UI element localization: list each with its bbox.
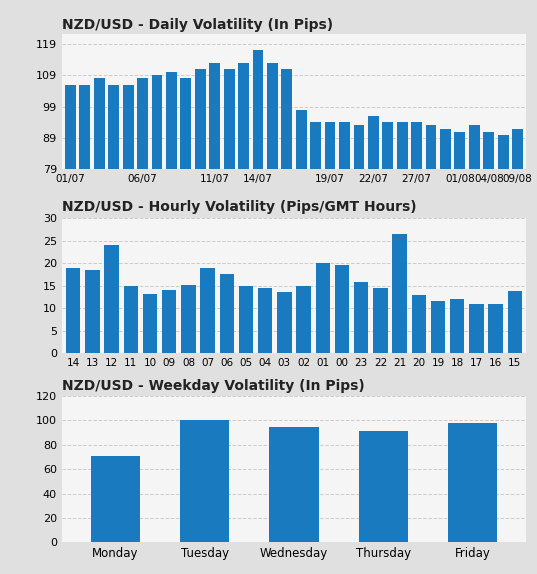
Bar	[166, 72, 177, 417]
Bar	[220, 274, 234, 353]
Bar	[94, 79, 105, 417]
Bar	[180, 79, 191, 417]
Bar	[281, 69, 292, 417]
Bar	[200, 267, 215, 353]
Bar	[296, 110, 307, 417]
Bar	[450, 299, 465, 353]
Bar	[426, 125, 437, 417]
Bar	[335, 265, 349, 353]
Bar	[224, 69, 235, 417]
Bar	[105, 245, 119, 353]
Bar	[252, 50, 263, 417]
Bar	[359, 432, 408, 542]
Bar	[162, 290, 177, 353]
Bar	[143, 294, 157, 353]
Text: NZD/USD - Weekday Volatility (In Pips): NZD/USD - Weekday Volatility (In Pips)	[62, 379, 365, 393]
Bar	[488, 304, 503, 353]
Bar	[238, 63, 249, 417]
Text: NZD/USD - Hourly Volatility (Pips/GMT Hours): NZD/USD - Hourly Volatility (Pips/GMT Ho…	[62, 200, 416, 214]
Bar	[209, 63, 220, 417]
Bar	[469, 304, 483, 353]
Bar	[195, 69, 206, 417]
Bar	[137, 79, 148, 417]
Bar	[65, 84, 76, 417]
Bar	[180, 420, 229, 542]
Bar	[316, 263, 330, 353]
Bar	[512, 129, 523, 417]
Bar	[498, 135, 509, 417]
Bar	[270, 426, 318, 542]
Bar	[382, 122, 393, 417]
Bar	[397, 122, 408, 417]
Bar	[411, 122, 422, 417]
Bar	[339, 122, 350, 417]
Bar	[91, 456, 140, 542]
Bar	[296, 285, 311, 353]
Bar	[454, 131, 466, 417]
Bar	[66, 267, 81, 353]
Text: NZD/USD - Daily Volatility (In Pips): NZD/USD - Daily Volatility (In Pips)	[62, 18, 333, 32]
Bar	[85, 270, 100, 353]
Bar	[310, 122, 321, 417]
Bar	[267, 63, 278, 417]
Bar	[393, 234, 407, 353]
Bar	[411, 294, 426, 353]
Bar	[151, 75, 162, 417]
Bar	[182, 285, 195, 353]
Bar	[258, 288, 272, 353]
Bar	[440, 129, 451, 417]
Bar	[325, 122, 336, 417]
Bar	[507, 291, 522, 353]
Bar	[354, 282, 368, 353]
Bar	[108, 84, 119, 417]
Bar	[431, 301, 445, 353]
Bar	[353, 125, 364, 417]
Bar	[483, 131, 494, 417]
Bar	[239, 286, 253, 353]
Bar	[124, 286, 138, 353]
Bar	[469, 125, 480, 417]
Bar	[368, 116, 379, 417]
Bar	[79, 84, 90, 417]
Bar	[122, 84, 134, 417]
Bar	[373, 288, 388, 353]
Bar	[277, 292, 292, 353]
Bar	[448, 423, 497, 542]
